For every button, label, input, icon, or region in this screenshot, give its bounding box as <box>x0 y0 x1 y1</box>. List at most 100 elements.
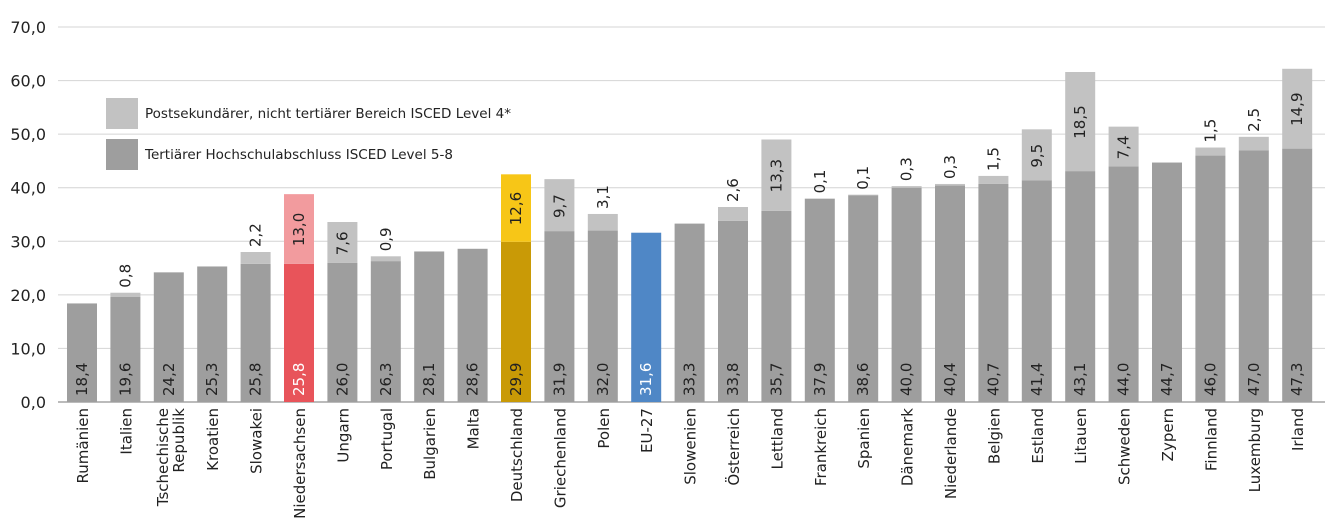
x-category-label: Frankreich <box>812 408 830 486</box>
x-category-label: Österreich <box>724 408 743 486</box>
x-category-label: Irland <box>1289 408 1307 451</box>
bar-segment-tertiary <box>718 220 748 402</box>
bar-segment-postsecondary <box>718 207 748 221</box>
bar-segment-tertiary <box>848 195 879 402</box>
bar-segment-tertiary <box>327 262 358 402</box>
bar-segment-tertiary <box>1065 171 1096 402</box>
bar-segment-tertiary <box>1152 162 1182 402</box>
bar-segment-tertiary <box>978 183 1009 402</box>
x-category-label: Ungarn <box>334 408 352 463</box>
x-category-label: Lettland <box>768 408 786 469</box>
bar-segment-tertiary <box>110 297 141 402</box>
y-tick-label: 10,0 <box>10 339 46 358</box>
data-label-tertiary: 40,7 <box>984 363 1002 396</box>
bar-segment-tertiary <box>501 241 531 402</box>
bar-segment-tertiary <box>197 266 228 402</box>
y-tick-label: 50,0 <box>10 125 46 144</box>
data-label-tertiary: 35,7 <box>767 363 785 396</box>
x-category-label: Deutschland <box>508 408 526 502</box>
bar-segment-tertiary <box>370 261 401 402</box>
x-category-label: Kroatien <box>204 408 222 471</box>
data-label-tertiary: 28,6 <box>464 363 482 396</box>
data-label-postsecondary: 2,2 <box>247 223 265 247</box>
bar-segment-postsecondary <box>284 194 314 264</box>
bar-segment-postsecondary <box>978 175 1009 184</box>
bar-segment-tertiary <box>891 187 922 402</box>
bar-segment-tertiary <box>631 232 662 402</box>
bar-segment-postsecondary <box>935 183 965 186</box>
x-category-label: Niedersachsen <box>291 408 309 519</box>
data-label-postsecondary: 12,6 <box>507 192 525 225</box>
bar-segment-postsecondary <box>761 139 792 211</box>
bar-segment-postsecondary <box>804 198 835 199</box>
data-label-postsecondary: 7,4 <box>1115 136 1133 160</box>
x-category-label: Spanien <box>855 408 873 469</box>
data-label-postsecondary: 9,5 <box>1028 144 1046 168</box>
x-category-label: Italien <box>117 408 135 455</box>
bar-segment-tertiary <box>1021 180 1052 402</box>
legend-swatch-series-2 <box>106 98 138 129</box>
bar-segment-postsecondary <box>848 194 879 196</box>
data-label-tertiary: 38,6 <box>854 363 872 396</box>
x-category-label: Rumänien <box>74 408 92 483</box>
x-category-label: Luxemburg <box>1246 408 1264 492</box>
data-label-tertiary: 26,0 <box>333 363 351 396</box>
y-tick-label: 70,0 <box>10 18 46 37</box>
bar-segment-postsecondary <box>327 222 358 263</box>
legend: Postsekundärer, nicht tertiärer Bereich … <box>106 98 511 170</box>
x-category-label: Niederlande <box>942 408 960 499</box>
data-label-tertiary: 44,0 <box>1115 363 1133 396</box>
data-label-tertiary: 43,1 <box>1071 363 1089 396</box>
data-label-postsecondary: 7,6 <box>333 231 351 255</box>
bar-segment-tertiary <box>284 263 314 402</box>
x-category-label: Bulgarien <box>421 408 439 480</box>
data-label-tertiary: 26,3 <box>377 363 395 396</box>
bar-segment-postsecondary <box>544 179 575 232</box>
data-label-tertiary: 40,4 <box>941 363 959 396</box>
y-tick-label: 60,0 <box>10 72 46 91</box>
bar-segment-tertiary <box>1238 150 1269 402</box>
data-label-tertiary: 33,3 <box>681 363 699 396</box>
bar-segment-postsecondary <box>1108 126 1139 167</box>
bar-segment-postsecondary <box>1282 68 1313 149</box>
data-label-tertiary: 24,2 <box>160 363 178 396</box>
x-category-label: Griechenland <box>551 408 569 508</box>
bar-segment-tertiary <box>67 303 97 402</box>
data-label-postsecondary: 14,9 <box>1288 92 1306 125</box>
bars: 18,4 19,6 0,8 24,2 25,3 25,8 2,2 25,8 13,0 26,0 7,… <box>67 68 1313 402</box>
bar-segment-postsecondary <box>1238 136 1269 151</box>
data-label-tertiary: 25,3 <box>203 363 221 396</box>
data-label-tertiary: 46,0 <box>1201 363 1219 396</box>
bar-segment-tertiary <box>587 230 618 402</box>
bar-segment-tertiary <box>240 263 271 402</box>
x-category-label: Dänemark <box>899 408 917 486</box>
x-category-label: Polen <box>595 408 613 449</box>
data-label-tertiary: 47,0 <box>1245 363 1263 396</box>
bar-segment-tertiary <box>935 185 965 402</box>
x-category-label: Belgien <box>985 408 1003 464</box>
bar-segment-postsecondary <box>370 256 401 262</box>
data-label-postsecondary: 2,6 <box>724 178 742 202</box>
bar-segment-postsecondary <box>501 174 531 242</box>
data-label-tertiary: 25,8 <box>247 363 265 396</box>
x-category-label: Schweden <box>1116 408 1134 485</box>
bar-segment-postsecondary <box>240 252 271 264</box>
x-category-label: Finnland <box>1202 408 1220 471</box>
x-category-label: Tschechische <box>154 408 172 507</box>
data-label-tertiary: 47,3 <box>1288 363 1306 396</box>
y-axis: 0,0 10,0 20,0 30,0 40,0 50,0 60,0 70,0 <box>10 18 46 412</box>
bar-segment-postsecondary <box>891 186 922 188</box>
x-category-label: EU-27 <box>638 408 656 453</box>
data-label-tertiary: 18,4 <box>73 363 91 396</box>
bar-segment-tertiary <box>414 251 445 402</box>
bar-segment-tertiary <box>1108 166 1139 402</box>
bar-segment-tertiary <box>1195 155 1226 402</box>
x-category-label: Republik <box>170 408 188 473</box>
data-label-postsecondary: 0,9 <box>377 227 395 251</box>
data-label-tertiary: 41,4 <box>1028 363 1046 396</box>
data-label-postsecondary: 0,8 <box>116 264 134 288</box>
bar-segment-postsecondary <box>1021 129 1052 181</box>
legend-label-series-1: Tertiärer Hochschulabschluss ISCED Level… <box>144 147 453 163</box>
y-tick-label: 0,0 <box>21 393 46 412</box>
